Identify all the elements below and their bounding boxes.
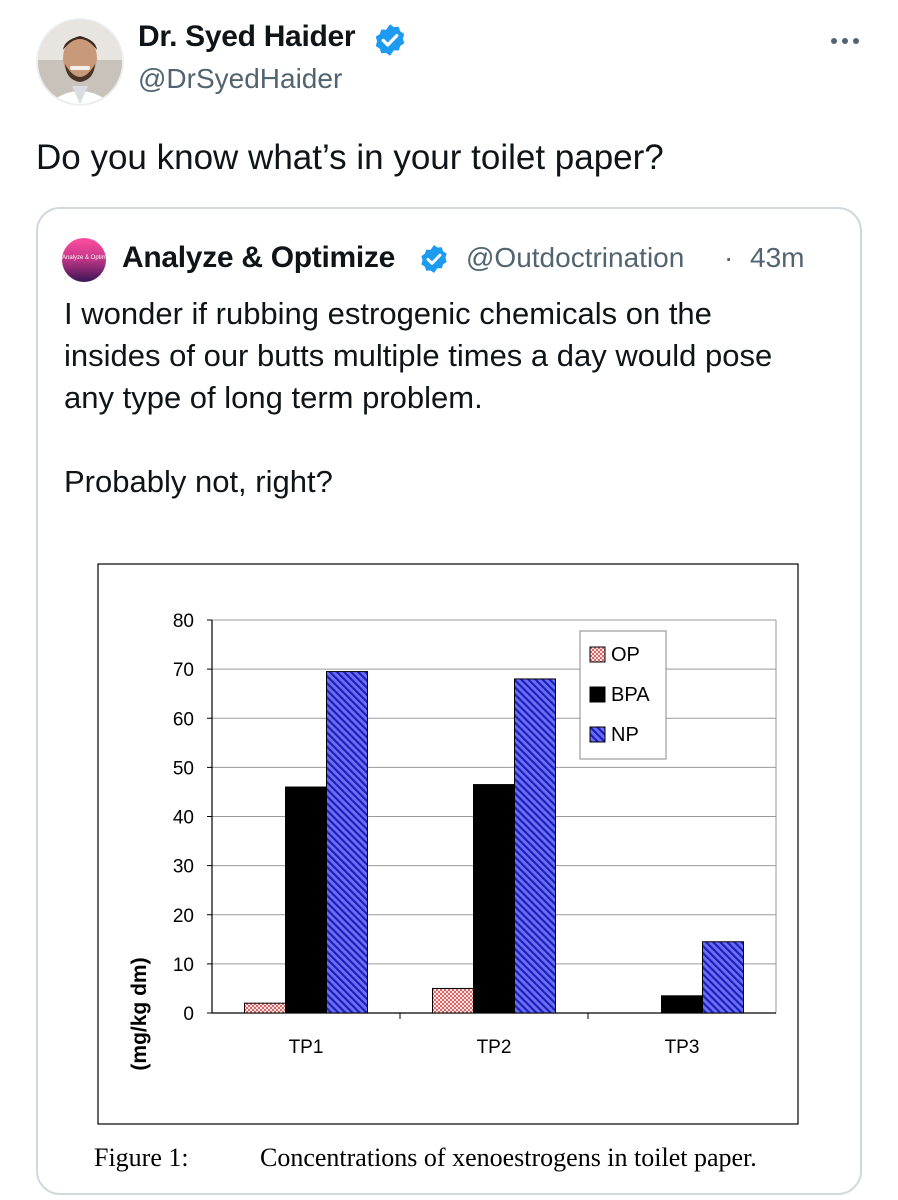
quote-text-line: I wonder if rubbing estrogenic chemicals…	[64, 296, 712, 331]
chart-frame	[97, 563, 799, 1125]
quoted-tweet-card[interactable]: Analyze & Optimize Analyze & Optimize @O…	[36, 207, 862, 1195]
figure-image[interactable]: 0 10 20 30 40 50 60 70 80 TP1 TP2 TP3 (mg/kg dm) O…	[64, 549, 838, 1189]
quote-text-line: insides of our butts multiple times a da…	[64, 338, 773, 373]
quote-avatar-text: Analyze & Optimize	[62, 255, 106, 261]
y-tick-label: 80	[173, 611, 194, 632]
quote-timestamp[interactable]: 43m	[750, 242, 805, 273]
y-axis-label: (mg/kg dm)	[128, 957, 151, 1070]
quote-author-avatar[interactable]: Analyze & Optimize	[62, 238, 106, 282]
quote-author-name[interactable]: Analyze & Optimize	[122, 241, 395, 274]
bar-chart: 0 10 20 30 40 50 60 70 80 TP1 TP2 TP3 (mg/kg dm) O…	[97, 563, 799, 1125]
quote-text-line: any type of long term problem.	[64, 380, 483, 415]
avatar-photo	[38, 20, 122, 104]
legend-swatch-np	[589, 726, 606, 743]
legend-swatch-bpa	[589, 686, 606, 703]
author-handle[interactable]: @DrSyedHaider	[138, 63, 343, 94]
author-name[interactable]: Dr. Syed Haider	[138, 20, 356, 53]
x-tick-label: TP1	[289, 1037, 324, 1058]
quote-separator: ·	[724, 242, 734, 273]
quote-text-line: Probably not, right?	[64, 464, 333, 499]
bar-np-tp2	[514, 678, 556, 1014]
verified-badge-icon	[375, 24, 405, 56]
bar-bpa-tp2	[473, 784, 515, 1014]
y-tick-label: 20	[173, 906, 194, 927]
bar-op-tp1	[244, 1002, 286, 1014]
bar-bpa-tp1	[285, 786, 327, 1014]
y-tick-label: 10	[173, 955, 194, 976]
figure-caption-text: Concentrations of xenoestrogens in toile…	[260, 1143, 757, 1172]
x-tick-label: TP2	[477, 1037, 512, 1058]
figure-caption-label: Figure 1:	[94, 1143, 189, 1172]
quote-text: I wonder if rubbing estrogenic chemicals…	[64, 293, 834, 503]
x-tick-label: TP3	[665, 1037, 700, 1058]
tweet-text: Do you know what’s in your toilet paper?	[36, 138, 664, 177]
y-tick-label: 70	[173, 660, 194, 681]
legend-label-op: OP	[611, 644, 640, 666]
y-tick-label: 0	[183, 1004, 194, 1025]
y-tick-label: 40	[173, 808, 194, 829]
quote-verified-badge-icon	[421, 245, 447, 273]
quote-author-handle[interactable]: @Outdoctrination	[466, 242, 685, 273]
legend-swatch-op	[589, 646, 606, 663]
author-avatar[interactable]	[36, 18, 124, 106]
bar-bpa-tp3	[661, 995, 703, 1014]
bar-np-tp3	[702, 941, 744, 1014]
legend-label-bpa: BPA	[611, 684, 650, 706]
bar-np-tp1	[326, 671, 368, 1014]
more-horizontal-icon[interactable]	[830, 36, 860, 46]
chart-legend: OP BPA NP	[579, 630, 667, 760]
y-tick-label: 30	[173, 857, 194, 878]
y-tick-label: 60	[173, 709, 194, 730]
legend-label-np: NP	[611, 724, 639, 746]
y-tick-label: 50	[173, 758, 194, 779]
bar-op-tp2	[432, 987, 474, 1014]
